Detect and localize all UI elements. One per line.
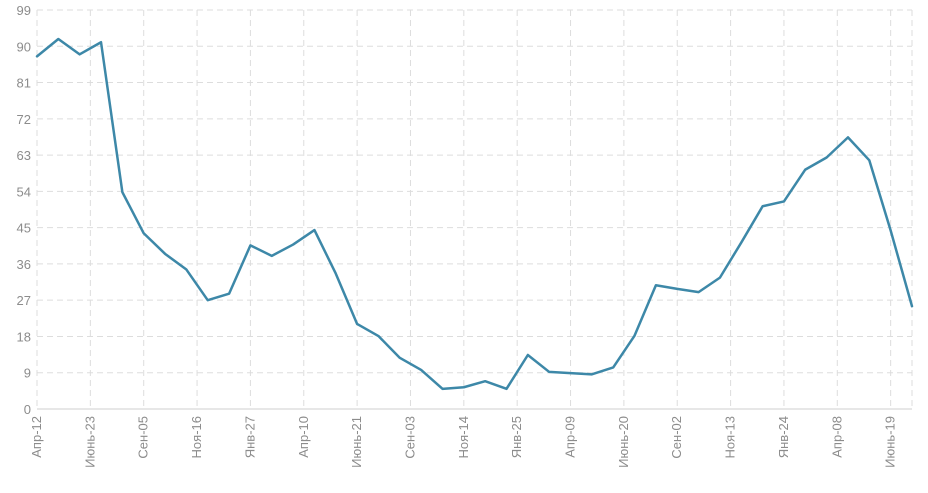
y-tick-label: 90 bbox=[17, 39, 31, 54]
x-tick-label: Апр-08 bbox=[829, 416, 844, 458]
y-tick-label: 81 bbox=[17, 76, 31, 91]
series-line bbox=[35, 37, 914, 391]
y-tick-label: 72 bbox=[17, 112, 31, 127]
x-tick-label: Янв-25 bbox=[509, 416, 524, 458]
x-tick-label: Июнь-19 bbox=[883, 416, 898, 468]
y-tick-label: 45 bbox=[17, 221, 31, 236]
y-axis-tick-labels: 0 9 18 27 36 45 54 63 72 81 90 99 bbox=[17, 3, 31, 417]
y-tick-label: 18 bbox=[17, 329, 31, 344]
x-tick-label: Ноя-16 bbox=[189, 416, 204, 458]
x-tick-label: Апр-10 bbox=[296, 416, 311, 458]
x-tick-label: Апр-12 bbox=[29, 416, 44, 458]
x-tick-label: Янв-27 bbox=[242, 416, 257, 458]
x-tick-label: Ноя-14 bbox=[456, 416, 471, 458]
x-tick-label: Сен-05 bbox=[136, 416, 151, 459]
x-tick-label: Июнь-21 bbox=[349, 416, 364, 468]
x-axis-tick-labels: Апр-12 Июнь-23 Сен-05 Ноя-16 Янв-27 Апр-10 Июн… bbox=[29, 416, 898, 468]
y-tick-label: 9 bbox=[24, 366, 31, 381]
y-tick-label: 0 bbox=[24, 402, 31, 417]
y-tick-label: 63 bbox=[17, 148, 31, 163]
x-tick-label: Сен-03 bbox=[402, 416, 417, 459]
x-tick-label: Июнь-23 bbox=[82, 416, 97, 468]
series-lines bbox=[35, 37, 914, 391]
x-tick-label: Сен-02 bbox=[669, 416, 684, 459]
x-tick-label: Янв-24 bbox=[776, 416, 791, 458]
x-tick-label: Июнь-20 bbox=[616, 416, 631, 468]
y-tick-label: 99 bbox=[17, 3, 31, 18]
y-tick-label: 54 bbox=[17, 184, 31, 199]
y-tick-label: 27 bbox=[17, 293, 31, 308]
x-tick-label: Ноя-13 bbox=[723, 416, 738, 458]
grid-lines bbox=[36, 9, 913, 409]
x-tick-label: Апр-09 bbox=[563, 416, 578, 458]
y-tick-label: 36 bbox=[17, 257, 31, 272]
